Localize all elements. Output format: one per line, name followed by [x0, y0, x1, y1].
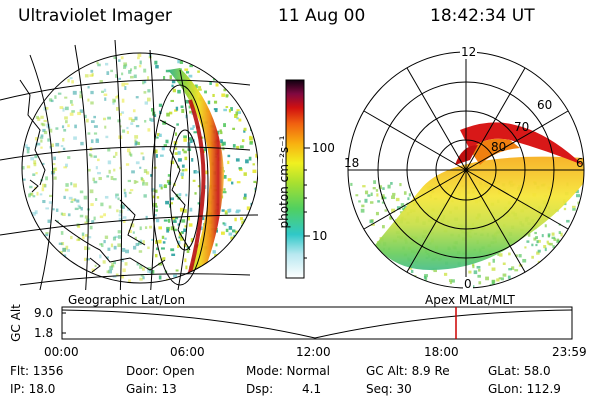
auroral-oval — [168, 68, 224, 282]
polar-label-0: 0 — [463, 277, 473, 291]
polar-label-6: 6 — [576, 156, 584, 170]
timeline-y-top: 9.0 — [34, 306, 54, 320]
polar-label-12: 12 — [460, 45, 478, 59]
polar-lat-60: 60 — [537, 98, 553, 112]
info-gcalt: GC Alt: 8.9 Re — [366, 364, 450, 378]
timeline-tick-1: 06:00 — [170, 345, 205, 359]
info-gain: Gain: 13 — [126, 382, 177, 396]
info-glat: GLat: 58.0 — [488, 364, 551, 378]
info-dsp-value: 4.1 — [302, 382, 322, 396]
colorbar-unit-label: photon cm⁻²s⁻¹ — [277, 135, 291, 229]
timeline-tick-4: 23:59 — [552, 345, 587, 359]
info-seq: Seq: 30 — [366, 382, 412, 396]
polar-label-18: 18 — [344, 156, 360, 170]
date-label: 11 Aug 00 — [278, 6, 366, 26]
colorbar-tick-100: 100 — [312, 141, 335, 155]
coastlines — [19, 79, 191, 273]
info-door: Door: Open — [126, 364, 195, 378]
timeline-tick-2: 12:00 — [296, 345, 331, 359]
info-ip: IP: 18.0 — [10, 382, 56, 396]
colorbar-tick-10: 10 — [312, 229, 328, 243]
info-dsp-label: Dsp: — [246, 382, 274, 396]
polar-auroral-fill — [375, 156, 584, 270]
timeline-left-title: Geographic Lat/Lon — [68, 293, 186, 307]
polar-grid — [347, 51, 585, 289]
colorbar — [285, 79, 305, 279]
altitude-timeline — [61, 306, 573, 340]
instrument-title: Ultraviolet Imager — [18, 6, 172, 26]
time-label: 18:42:34 UT — [430, 6, 535, 26]
timeline-axis-label: GC Alt — [9, 304, 23, 342]
polar-lat-80: 80 — [491, 140, 507, 154]
timeline-y-bottom: 1.8 — [34, 326, 54, 340]
info-mode: Mode: Normal — [246, 364, 330, 378]
timeline-tick-0: 00:00 — [44, 345, 79, 359]
info-glon: GLon: 112.9 — [488, 382, 561, 396]
info-flt: Flt: 1356 — [10, 364, 64, 378]
polar-lat-70: 70 — [514, 120, 530, 134]
graticule — [0, 40, 258, 290]
emission-speckle — [22, 53, 258, 283]
timeline-right-title: Apex MLat/MLT — [425, 293, 515, 307]
timeline-tick-3: 18:00 — [424, 345, 459, 359]
